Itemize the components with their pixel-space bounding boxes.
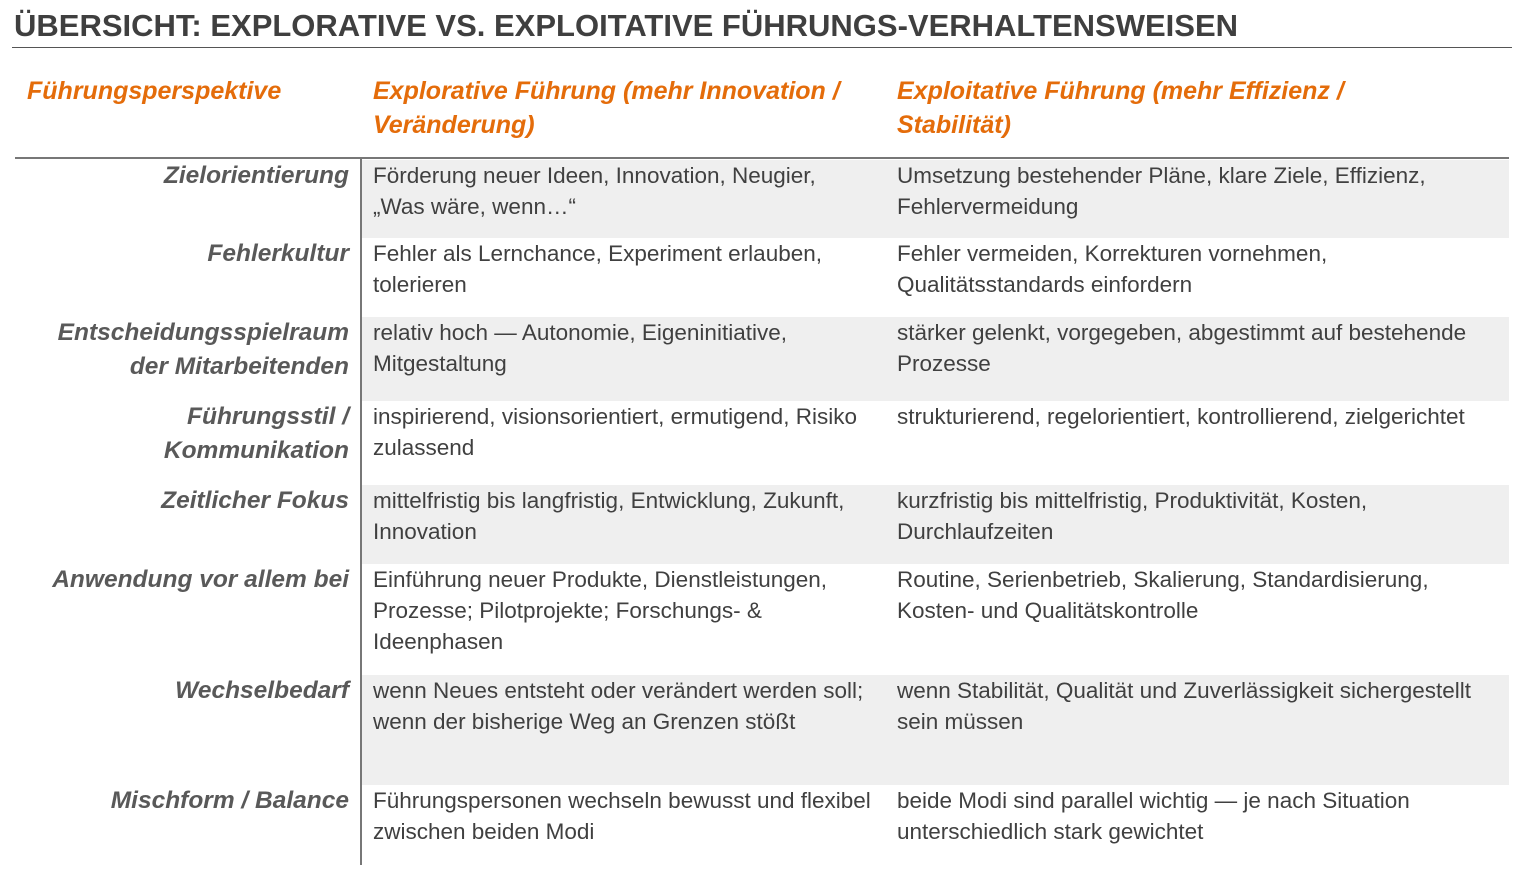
cell: wenn Stabilität, Qualität und Zuverlässi… [897, 678, 1472, 734]
row-label: Wechselbedarf [175, 677, 349, 704]
title: ÜBERSICHT: EXPLORATIVE VS. EXPLOITATIVE … [14, 8, 1239, 43]
row-label: Fehlerkultur [207, 240, 349, 267]
row-background [362, 675, 1509, 785]
cell: Förderung neuer Ideen, Innovation, Neugi… [373, 163, 816, 219]
row-background [362, 317, 1509, 401]
row-background [362, 485, 1509, 564]
title-rule [12, 47, 1512, 48]
cell: Umsetzung bestehender Pläne, klare Ziele… [897, 163, 1426, 219]
column-header: Exploitative Führung (mehr Effizienz / S… [897, 77, 1344, 139]
column-header: Explorative Führung (mehr Innovation / V… [373, 77, 840, 139]
cell: beide Modi sind parallel wichtig — je na… [897, 788, 1410, 844]
cell: Routine, Serienbetrieb, Skalierung, Stan… [897, 567, 1429, 623]
column-header: Führungsperspektive [27, 77, 282, 105]
row-label: Zeitlicher Fokus [161, 487, 349, 514]
cell: relativ hoch — Autonomie, Eigeninitiativ… [373, 320, 787, 376]
row-label: Mischform / Balance [110, 787, 349, 814]
cell: kurzfristig bis mittelfristig, Produktiv… [897, 488, 1368, 544]
column-rule [360, 158, 362, 865]
cell: stärker gelenkt, vorgegeben, abgestimmt … [897, 320, 1467, 376]
row-label: Führungsstil / Kommunikation [163, 403, 349, 464]
header-rule [15, 157, 1509, 159]
cell: inspirierend, visionsorientiert, ermutig… [373, 404, 857, 460]
cell: wenn Neues entsteht oder verändert werde… [373, 678, 864, 734]
row-label: Anwendung vor allem bei [52, 566, 349, 593]
cell: Fehler als Lernchance, Experiment erlaub… [373, 241, 823, 297]
row-label: Zielorientierung [163, 162, 349, 189]
row-background [362, 160, 1509, 238]
cell: strukturierend, regelorientiert, kontrol… [897, 404, 1465, 429]
cell: Fehler vermeiden, Korrekturen vornehmen,… [897, 241, 1328, 297]
cell: Einführung neuer Produkte, Dienstleistun… [373, 567, 828, 654]
cell: Führungspersonen wechseln bewusst und fl… [373, 788, 871, 844]
row-label: Entscheidungsspielraum der Mitarbeitende… [57, 319, 349, 380]
cell: mittelfristig bis langfristig, Entwicklu… [373, 488, 845, 544]
